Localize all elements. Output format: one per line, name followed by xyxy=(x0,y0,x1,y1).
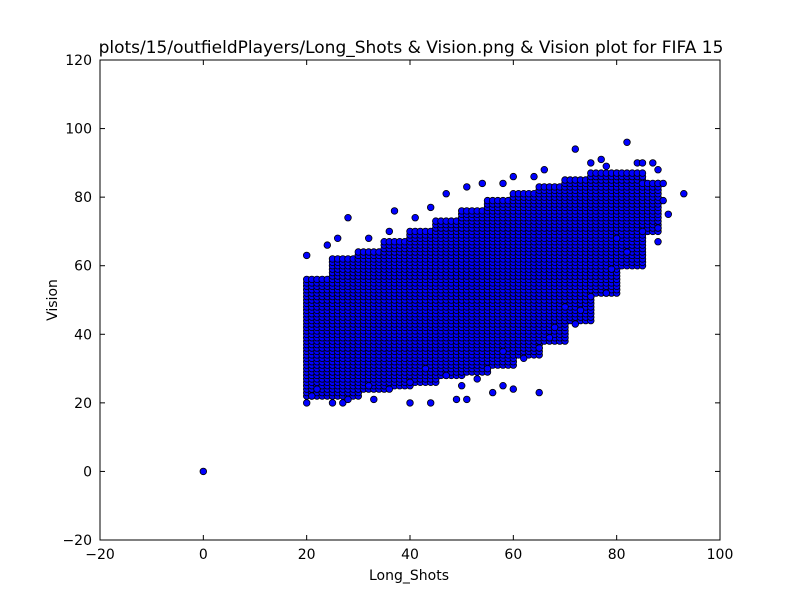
y-tick-label: 0 xyxy=(83,464,92,480)
data-point xyxy=(509,385,517,393)
data-point xyxy=(421,364,430,373)
data-point xyxy=(597,155,605,164)
data-point xyxy=(602,162,610,170)
data-point xyxy=(427,399,435,407)
data-point xyxy=(365,382,373,390)
data-point xyxy=(458,382,466,390)
data-point xyxy=(649,159,657,167)
data-point xyxy=(303,251,311,260)
data-point xyxy=(540,165,548,174)
data-point xyxy=(613,234,621,242)
data-point xyxy=(442,371,450,380)
data-point xyxy=(602,289,610,297)
y-tick-label: 120 xyxy=(65,53,92,69)
data-point xyxy=(587,159,595,167)
data-point xyxy=(478,179,486,188)
data-point xyxy=(499,179,507,188)
data-point xyxy=(328,399,337,407)
data-point xyxy=(680,189,688,198)
chart-title: plots/15/outfieldPlayers/Long_Shots & Vi… xyxy=(99,38,724,58)
data-point xyxy=(365,234,373,242)
y-tick-label: −20 xyxy=(62,533,92,549)
data-point xyxy=(499,382,507,390)
data-point xyxy=(520,354,528,362)
y-tick-label: 40 xyxy=(74,327,92,343)
data-point xyxy=(623,248,631,256)
data-point xyxy=(659,196,667,205)
data-point xyxy=(411,213,419,222)
data-point xyxy=(303,399,311,407)
y-tick-label: 60 xyxy=(74,259,92,275)
data-point xyxy=(406,378,414,386)
data-point xyxy=(390,207,399,215)
data-point xyxy=(654,224,662,232)
data-point xyxy=(385,385,393,393)
x-tick-label: 40 xyxy=(401,547,419,563)
point-cloud-fill xyxy=(303,169,662,400)
x-tick-label: −20 xyxy=(85,547,115,563)
x-axis-label: Long_Shots xyxy=(369,568,449,584)
data-point xyxy=(576,306,585,314)
data-point xyxy=(664,210,672,218)
data-point xyxy=(199,467,207,476)
data-point xyxy=(489,388,497,397)
data-point xyxy=(638,159,647,167)
data-point xyxy=(530,172,538,181)
data-point xyxy=(545,334,554,342)
data-point xyxy=(551,323,559,332)
data-point xyxy=(308,392,316,400)
data-point xyxy=(334,234,342,242)
data-point xyxy=(535,388,543,397)
data-point xyxy=(535,344,543,352)
data-point xyxy=(509,172,517,181)
data-point xyxy=(607,265,616,273)
x-tick-label: 100 xyxy=(707,547,734,563)
y-tick-label: 20 xyxy=(74,396,92,412)
data-point xyxy=(473,375,481,383)
data-point xyxy=(499,347,507,356)
data-point xyxy=(659,179,667,188)
data-point xyxy=(385,227,393,236)
x-tick-label: 0 xyxy=(199,547,208,563)
data-point xyxy=(344,395,352,404)
data-point xyxy=(442,189,450,198)
data-point xyxy=(370,395,378,404)
x-tick-label: 80 xyxy=(608,547,626,563)
data-point xyxy=(571,320,579,328)
data-point xyxy=(313,385,321,393)
x-tick-label: 60 xyxy=(504,547,522,563)
y-tick-label: 80 xyxy=(74,190,92,206)
data-point xyxy=(427,203,435,212)
y-axis-label: Vision xyxy=(45,279,61,321)
data-point xyxy=(571,145,579,153)
data-point xyxy=(483,364,492,373)
data-point xyxy=(463,183,471,191)
data-point xyxy=(654,237,662,246)
data-point xyxy=(406,399,414,407)
data-point xyxy=(463,395,471,404)
data-point xyxy=(638,169,647,177)
data-point xyxy=(623,138,631,146)
x-tick-label: 20 xyxy=(298,547,316,563)
data-point xyxy=(638,227,647,236)
y-tick-label: 100 xyxy=(65,122,92,138)
data-point xyxy=(323,241,331,249)
data-point xyxy=(344,213,352,222)
data-point xyxy=(587,292,595,301)
data-point xyxy=(561,303,569,311)
data-point xyxy=(452,395,461,404)
data-point xyxy=(654,165,662,174)
